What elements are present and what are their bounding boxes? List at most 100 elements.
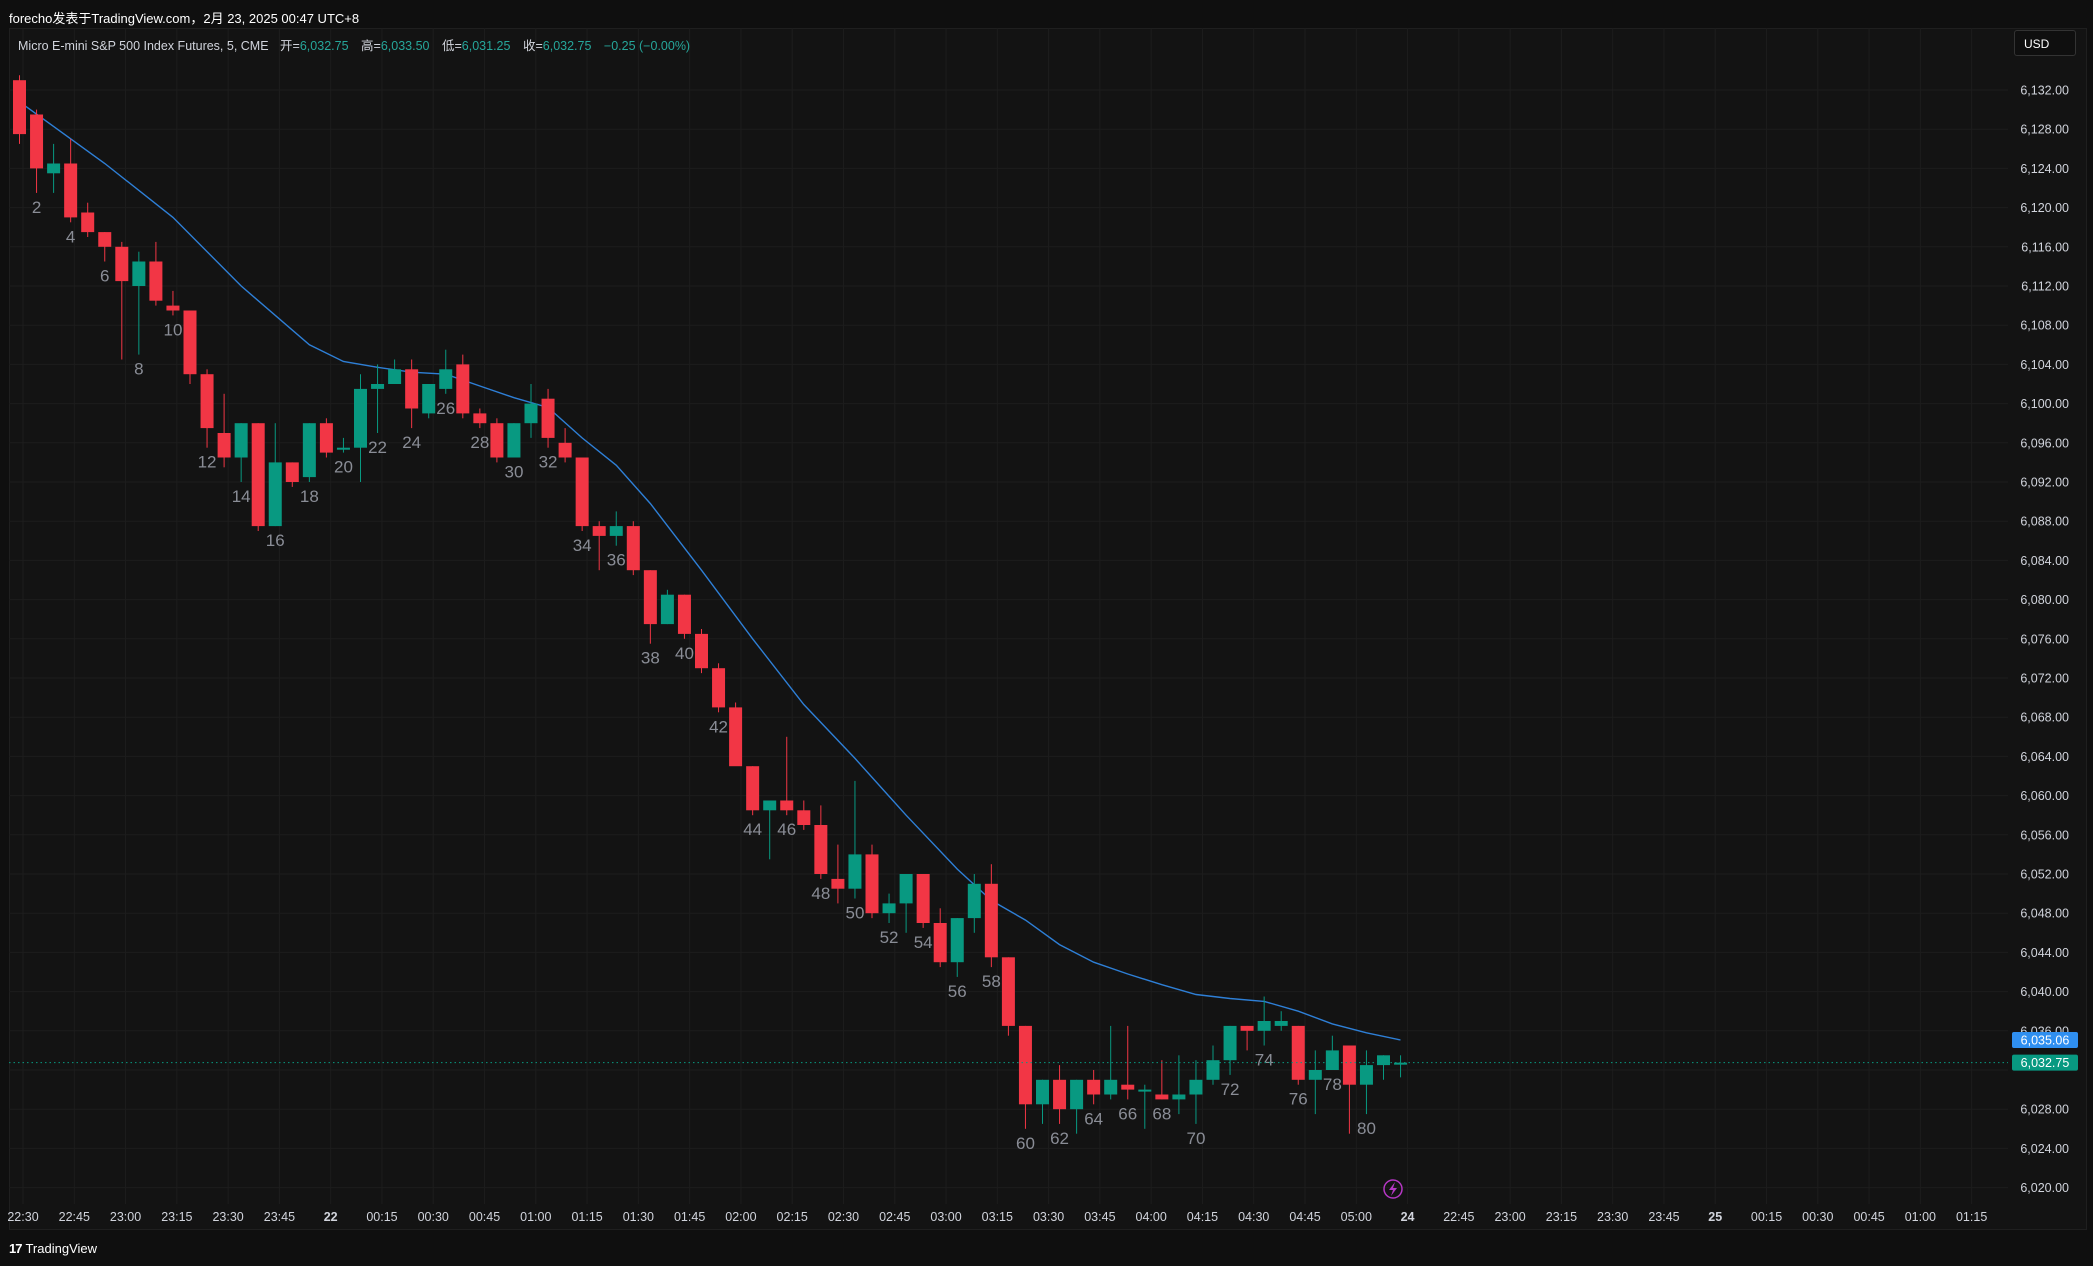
- candle-body: [388, 369, 402, 384]
- price-tick-label: 6,088.00: [2020, 515, 2069, 529]
- candle: [865, 844, 879, 919]
- candle-body: [1172, 1094, 1186, 1100]
- price-tick-label: 6,044.00: [2020, 946, 2069, 960]
- candle-body: [1342, 1045, 1356, 1085]
- candle: [1189, 1060, 1203, 1124]
- candle: [1053, 1065, 1067, 1124]
- candle: [1377, 1055, 1390, 1080]
- candle: [695, 629, 708, 674]
- candle: [984, 864, 998, 968]
- candle: [115, 241, 129, 360]
- candle: [47, 143, 61, 193]
- candle: [473, 408, 487, 429]
- candle: [1359, 1050, 1373, 1115]
- time-tick-label: 00:45: [1853, 1210, 1884, 1224]
- time-tick-label: 22: [324, 1210, 338, 1224]
- candle: [422, 384, 436, 419]
- candle-body: [1155, 1094, 1169, 1100]
- bar-count-label: 28: [470, 433, 489, 452]
- candle-body: [677, 594, 691, 634]
- currency-button[interactable]: USD: [2014, 30, 2076, 56]
- bar-count-label: 78: [1323, 1075, 1342, 1094]
- bar-count-label: 48: [811, 884, 830, 903]
- candle-body: [30, 114, 44, 169]
- candle-body: [98, 232, 112, 247]
- grid: [9, 28, 2008, 1204]
- candle-body: [336, 447, 350, 450]
- bar-count-label: 22: [368, 438, 387, 457]
- price-tick-label: 6,020.00: [2020, 1181, 2069, 1195]
- time-axis[interactable]: 22:30 22:45 23:00 23:15 23:30 23:45 22 00:15 00:…: [7, 1210, 1987, 1224]
- last-price-label-box: [2012, 1054, 2078, 1071]
- bar-count-label: 38: [641, 649, 660, 668]
- bar-count-label: 66: [1118, 1104, 1137, 1123]
- candle-body: [81, 212, 95, 233]
- time-tick-label: 03:45: [1084, 1210, 1115, 1224]
- candle: [848, 780, 862, 899]
- price-tick-label: 6,064.00: [2020, 750, 2069, 764]
- candle: [490, 418, 504, 463]
- candle-body: [1053, 1079, 1067, 1110]
- price-axis[interactable]: 6,132.00 6,128.00 6,124.00 6,120.00 6,116.00…: [2012, 84, 2078, 1196]
- chart-frame[interactable]: [9, 28, 2087, 1230]
- candle-body: [1104, 1079, 1118, 1095]
- price-tick-label: 6,116.00: [2021, 240, 2069, 254]
- candle-body: [933, 923, 947, 963]
- time-tick-label: 01:45: [674, 1210, 705, 1224]
- time-tick-label: 22:45: [59, 1210, 90, 1224]
- time-tick-label: 05:00: [1341, 1210, 1372, 1224]
- candles: [13, 75, 1408, 1134]
- candle-body: [1377, 1055, 1390, 1066]
- candle-body: [541, 398, 555, 438]
- candle: [30, 109, 44, 193]
- candle-body: [814, 825, 828, 874]
- candle-body: [524, 403, 538, 424]
- bar-count-label: 36: [607, 551, 626, 570]
- candle-body: [183, 310, 197, 375]
- candle: [456, 354, 470, 419]
- bar-count-label: 18: [300, 487, 319, 506]
- bar-count-label: 42: [709, 717, 728, 736]
- candle-body: [13, 80, 26, 135]
- candle: [626, 521, 640, 576]
- candle: [712, 663, 726, 713]
- symbol-name[interactable]: Micro E-mini S&P 500 Index Futures, 5, C…: [18, 39, 269, 53]
- candle-body: [64, 163, 78, 218]
- candle: [1001, 957, 1015, 1036]
- bar-count-label: 80: [1357, 1119, 1376, 1138]
- tradingview-logo[interactable]: 17 TradingView: [9, 1241, 97, 1256]
- candle: [319, 418, 333, 458]
- change-value: −0.25 (−0.00%): [603, 39, 691, 53]
- bar-count-label: 60: [1016, 1134, 1035, 1153]
- candle: [439, 349, 453, 394]
- candle: [1104, 1025, 1118, 1100]
- moving-average: [19, 101, 1401, 1041]
- candle-body: [200, 374, 214, 429]
- price-tick-label: 6,028.00: [2020, 1103, 2069, 1117]
- candle-body: [132, 261, 146, 286]
- candle: [336, 437, 350, 453]
- candle: [643, 570, 657, 644]
- candle: [831, 844, 845, 904]
- time-tick-label: 03:15: [982, 1210, 1013, 1224]
- candle-body: [865, 854, 879, 914]
- ma-price-label: 6,035.06: [2021, 1034, 2070, 1048]
- bar-count-label: 2: [32, 198, 41, 217]
- bar-count-label: 32: [539, 453, 558, 472]
- candle-body: [1121, 1084, 1135, 1090]
- price-tick-label: 6,068.00: [2020, 711, 2069, 725]
- bar-count-label: 12: [198, 453, 217, 472]
- bar-count-label: 26: [436, 399, 455, 418]
- candle: [797, 800, 811, 830]
- candle: [950, 918, 964, 977]
- bar-count-label: 6: [100, 267, 109, 286]
- candle-body: [1001, 957, 1015, 1026]
- candle-body: [1240, 1025, 1254, 1031]
- candle: [132, 251, 146, 355]
- candle: [746, 766, 760, 816]
- candle: [234, 423, 248, 482]
- candle: [354, 374, 367, 482]
- time-tick-label: 02:15: [777, 1210, 808, 1224]
- candle: [64, 139, 78, 223]
